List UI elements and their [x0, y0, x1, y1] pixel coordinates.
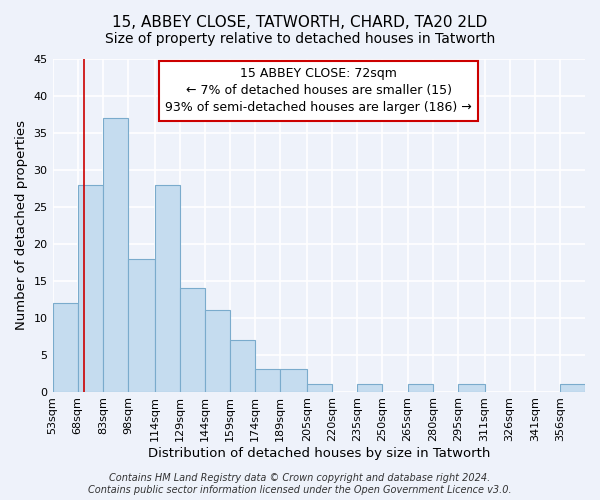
Bar	[307, 384, 332, 392]
Bar	[280, 370, 307, 392]
Bar	[128, 258, 155, 392]
Bar	[357, 384, 382, 392]
Bar	[230, 340, 255, 392]
Text: Contains HM Land Registry data © Crown copyright and database right 2024.
Contai: Contains HM Land Registry data © Crown c…	[88, 474, 512, 495]
Bar	[103, 118, 128, 392]
Bar	[53, 303, 77, 392]
Text: 15, ABBEY CLOSE, TATWORTH, CHARD, TA20 2LD: 15, ABBEY CLOSE, TATWORTH, CHARD, TA20 2…	[112, 15, 488, 30]
Bar	[458, 384, 485, 392]
Bar	[255, 370, 280, 392]
Bar	[205, 310, 230, 392]
Text: 15 ABBEY CLOSE: 72sqm
← 7% of detached houses are smaller (15)
93% of semi-detac: 15 ABBEY CLOSE: 72sqm ← 7% of detached h…	[166, 68, 472, 114]
Bar	[407, 384, 433, 392]
Y-axis label: Number of detached properties: Number of detached properties	[15, 120, 28, 330]
Bar	[180, 288, 205, 392]
Bar	[155, 184, 180, 392]
Bar	[560, 384, 585, 392]
Bar	[77, 184, 103, 392]
X-axis label: Distribution of detached houses by size in Tatworth: Distribution of detached houses by size …	[148, 447, 490, 460]
Text: Size of property relative to detached houses in Tatworth: Size of property relative to detached ho…	[105, 32, 495, 46]
